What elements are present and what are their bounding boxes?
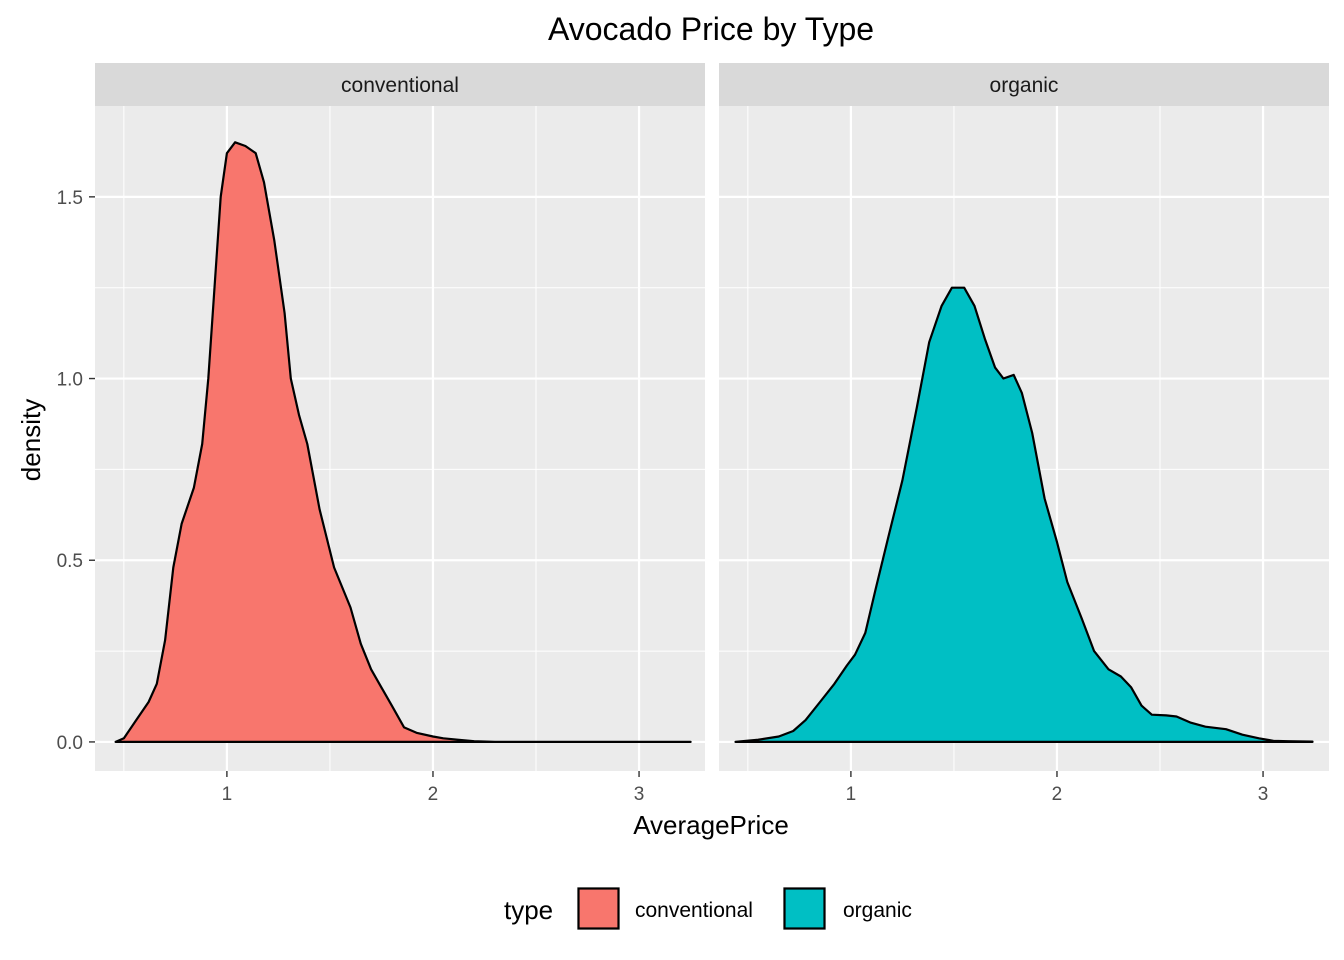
legend: type conventional organic xyxy=(504,887,912,930)
density-area-organic xyxy=(734,286,1314,743)
legend-title: type xyxy=(504,895,553,925)
x-axis-title: AveragePrice xyxy=(633,810,789,840)
legend-label-organic: organic xyxy=(843,899,912,922)
chart-title: Avocado Price by Type xyxy=(548,11,874,47)
legend-item-organic: organic xyxy=(783,887,912,930)
x-tick-label: 1 xyxy=(222,784,233,805)
facet-panels: conventional 1 2 3 0.0 0.5 1.0 1.5 organic 1 2 3 xyxy=(57,63,1329,805)
strip-label-conventional: conventional xyxy=(341,74,459,97)
legend-swatch-conventional xyxy=(577,887,620,930)
y-tick-label: 1.0 xyxy=(57,370,83,391)
legend-label-conventional: conventional xyxy=(635,899,753,922)
x-tick-label: 2 xyxy=(428,784,439,805)
x-tick-label: 3 xyxy=(634,784,645,805)
panel-organic: organic 1 2 3 xyxy=(719,63,1329,805)
y-tick-label: 1.5 xyxy=(57,188,83,209)
x-tick-label: 2 xyxy=(1052,784,1063,805)
strip-label-organic: organic xyxy=(990,74,1059,97)
y-tick-label: 0.0 xyxy=(57,733,83,754)
strip-organic xyxy=(719,63,1329,106)
y-tick-label: 0.5 xyxy=(57,551,83,572)
x-tick-label: 1 xyxy=(846,784,857,805)
panel-conventional: conventional 1 2 3 0.0 0.5 1.0 1.5 xyxy=(57,63,705,805)
legend-item-conventional: conventional xyxy=(577,887,753,930)
legend-swatch-organic xyxy=(783,887,826,930)
x-tick-label: 3 xyxy=(1258,784,1269,805)
y-axis-title: density xyxy=(16,399,46,481)
strip-conventional xyxy=(95,63,705,106)
density-area-conventional xyxy=(114,141,692,743)
